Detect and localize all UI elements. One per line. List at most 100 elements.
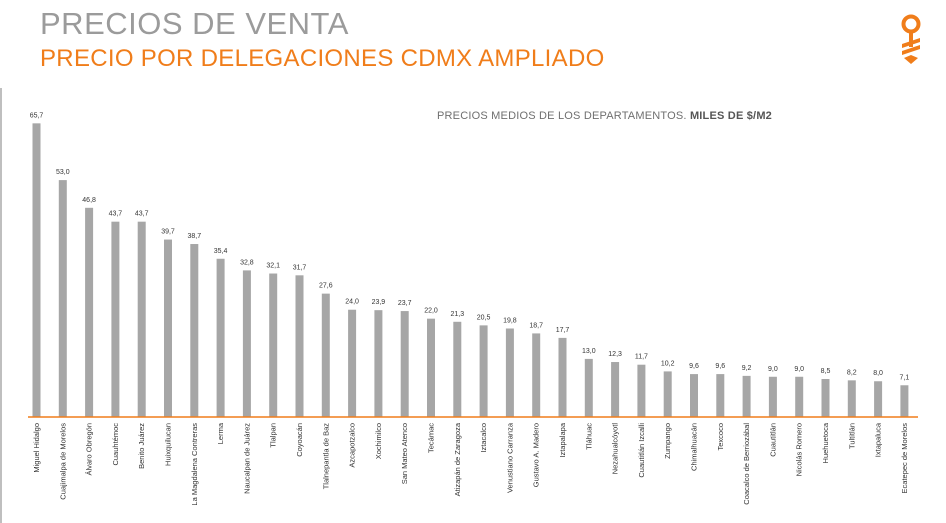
bar <box>164 239 172 417</box>
left-border-rule <box>0 88 2 523</box>
bar <box>348 309 357 417</box>
chart-note-text: PRECIOS MEDIOS DE LOS DEPARTAMENTOS. <box>437 110 687 122</box>
bar <box>190 244 199 417</box>
bar-value-label: 12,3 <box>608 351 622 358</box>
bar <box>821 379 830 417</box>
bar <box>663 371 672 417</box>
x-tick-label: Lerma <box>216 422 225 444</box>
bar-value-label: 43,7 <box>109 211 123 218</box>
x-tick-label: Naucalpan de Juárez <box>242 423 251 494</box>
bar-value-label: 9,6 <box>715 363 725 370</box>
x-tick-label: Cuautitlán <box>768 423 777 457</box>
x-tick-label: Cuauhtémoc <box>111 423 120 466</box>
page-subtitle: PRECIO POR DELEGACIONES CDMX AMPLIADO <box>40 45 605 72</box>
x-tick-label: Tultitlán <box>847 423 856 449</box>
x-tick-label: Tlalpan <box>269 423 278 448</box>
x-tick-label: Iztapalapa <box>558 422 567 457</box>
x-tick-label: Tláhuac <box>584 423 593 450</box>
x-tick-label: Venustiano Carranza <box>505 422 514 493</box>
x-tick-label: Cuajimalpa de Morelos <box>58 423 67 500</box>
bar <box>453 321 462 417</box>
x-tick-label: Miguel Hidalgo <box>32 423 41 473</box>
brand-key-icon <box>901 14 921 64</box>
bar-value-label: 65,7 <box>30 112 44 119</box>
bar <box>795 376 804 417</box>
bar-value-label: 35,4 <box>214 248 228 255</box>
bar <box>427 318 435 417</box>
bar <box>768 376 777 417</box>
bar-value-label: 18,7 <box>529 322 543 329</box>
bar <box>269 273 278 417</box>
x-tick-label: Texcoco <box>716 423 725 451</box>
bar <box>111 221 120 417</box>
bar <box>295 275 304 417</box>
bar <box>505 328 514 417</box>
x-tick-label: Xochimilco <box>374 423 383 459</box>
page-title: PRECIOS DE VENTA <box>40 6 349 41</box>
bar-value-label: 22,0 <box>424 308 438 315</box>
bar-value-label: 19,8 <box>503 318 517 325</box>
chart-unit-note: PRECIOS MEDIOS DE LOS DEPARTAMENTOS. MIL… <box>437 110 772 122</box>
x-tick-label: Zumpango <box>663 423 672 459</box>
bar-value-label: 31,7 <box>293 264 307 271</box>
bar <box>85 207 94 417</box>
bar-value-label: 24,0 <box>345 299 359 306</box>
bar <box>479 325 488 417</box>
x-tick-label: Atizapán de Zaragoza <box>453 422 462 496</box>
bar <box>584 358 593 417</box>
bar <box>374 310 383 417</box>
x-tick-label: Huehuetoca <box>821 422 830 463</box>
bar <box>900 385 909 417</box>
bar-value-label: 8,2 <box>847 369 857 376</box>
bar-value-label: 8,0 <box>873 370 883 377</box>
bar <box>532 333 541 417</box>
x-tick-label: Gustavo A. Madero <box>532 423 541 487</box>
bar-value-label: 7,1 <box>900 374 910 381</box>
bar-value-label: 21,3 <box>450 311 464 318</box>
x-tick-label: La Magdalena Contreras <box>190 423 199 506</box>
bar-value-label: 46,8 <box>82 197 96 204</box>
bar-value-label: 8,5 <box>821 368 831 375</box>
bar <box>216 258 225 417</box>
x-tick-label: Nicolás Romero <box>795 423 804 476</box>
bar-value-label: 43,7 <box>135 211 149 218</box>
bar <box>716 374 725 417</box>
x-tick-label: Nezahualcóyotl <box>611 423 620 475</box>
bar <box>742 375 751 417</box>
x-tick-label: Iztacalco <box>479 423 488 453</box>
x-tick-label: Chimalhuacán <box>690 423 699 471</box>
x-tick-label: San Mateo Atenco <box>400 423 409 484</box>
bar <box>137 221 146 417</box>
bar <box>58 180 67 417</box>
bar-value-label: 38,7 <box>187 233 201 240</box>
bar-value-label: 9,0 <box>768 366 778 373</box>
x-tick-label: Cuautitlán Izcalli <box>637 423 646 478</box>
x-tick-label: Ecatepec de Morelos <box>900 423 909 494</box>
bar-value-label: 9,2 <box>742 365 752 372</box>
x-tick-label: Benito Juárez <box>137 423 146 469</box>
x-tick-label: Tecámac <box>427 423 436 453</box>
bar-value-label: 9,6 <box>689 363 699 370</box>
bar <box>32 123 41 417</box>
x-tick-label: Coacalco de Berriozábal <box>742 423 751 505</box>
bar-value-label: 9,0 <box>794 366 804 373</box>
bar-value-label: 53,0 <box>56 169 70 176</box>
bar <box>611 362 620 417</box>
bar <box>637 364 646 417</box>
bar-value-label: 17,7 <box>556 327 570 334</box>
bar-value-label: 13,0 <box>582 348 596 355</box>
bar <box>321 293 330 417</box>
bar-value-label: 23,7 <box>398 300 412 307</box>
x-tick-label: Coyoacán <box>295 423 304 457</box>
x-tick-label: Azcapotzalco <box>348 423 357 468</box>
x-tick-label: Huixquilucan <box>164 423 173 466</box>
x-tick-label: Ixtapaluca <box>874 422 883 457</box>
bar-value-label: 39,7 <box>161 229 175 236</box>
bar-value-label: 32,8 <box>240 259 254 266</box>
bar-value-label: 23,9 <box>372 299 386 306</box>
bar <box>242 270 251 417</box>
bar <box>874 381 883 417</box>
bar-value-label: 10,2 <box>661 360 675 367</box>
x-tick-label: Álvaro Obregón <box>85 423 94 476</box>
bar-value-label: 27,6 <box>319 283 333 290</box>
